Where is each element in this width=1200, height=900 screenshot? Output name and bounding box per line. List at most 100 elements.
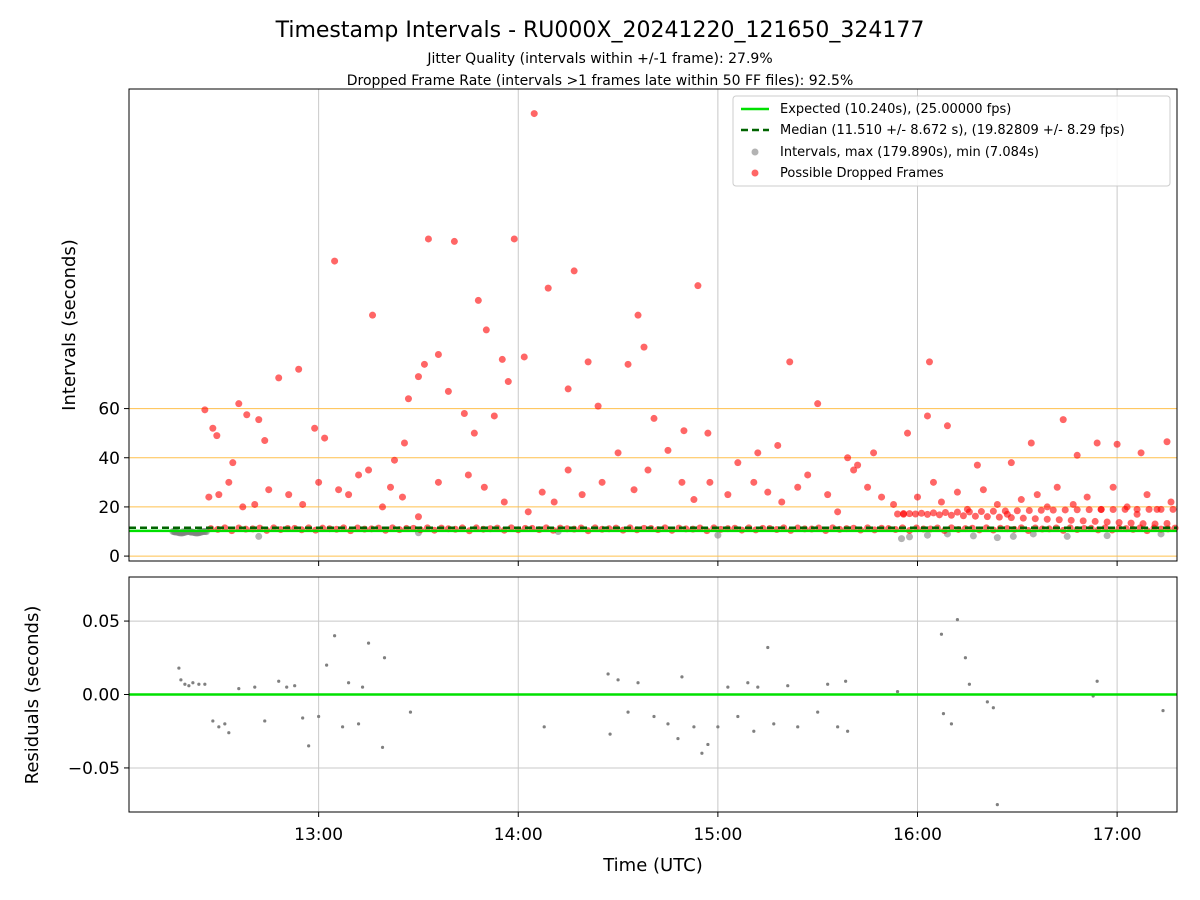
legend-box	[732, 95, 1171, 187]
dropped-point	[734, 459, 742, 467]
dropped-point	[1085, 506, 1093, 514]
interval-point	[1029, 530, 1037, 538]
dropped-point	[379, 503, 387, 511]
dropped-point	[365, 466, 373, 474]
residual-point	[356, 722, 361, 726]
dropped-point	[630, 486, 638, 494]
interval-point	[993, 534, 1001, 542]
residual-point	[985, 700, 989, 704]
dropped-point	[870, 449, 878, 457]
dropped-point	[959, 512, 967, 520]
residual-point	[380, 745, 385, 749]
x-axis-label: Time (UTC)	[602, 855, 703, 876]
bottom-y-tick-label: 0.05	[82, 612, 120, 632]
dropped-point	[1003, 510, 1011, 518]
interval-point	[898, 535, 906, 543]
legend-dropped-swatch	[751, 169, 759, 177]
bottom-panel-marks	[129, 617, 1177, 807]
residual-point	[941, 711, 946, 716]
dropped-point	[504, 378, 512, 386]
residual-point	[217, 725, 221, 729]
dropped-point	[201, 406, 209, 414]
dropped-point	[1143, 491, 1151, 499]
dropped-point	[724, 491, 732, 499]
residual-point	[187, 684, 191, 688]
residual-point	[676, 736, 680, 741]
interval-point	[1009, 532, 1017, 540]
dropped-point	[1133, 510, 1141, 518]
residual-point	[895, 689, 900, 694]
dropped-point	[1083, 493, 1091, 501]
top-panel-marks	[129, 110, 1179, 543]
residual-point	[955, 617, 960, 622]
dropped-point	[538, 488, 546, 496]
dropped-point	[690, 496, 698, 504]
dropped-point	[923, 412, 931, 420]
dropped-point	[530, 110, 538, 118]
residual-point	[179, 678, 183, 682]
dropped-point	[1101, 524, 1109, 532]
dropped-point	[864, 483, 872, 491]
dropped-point	[906, 510, 914, 518]
dropped-point	[834, 508, 842, 516]
residual-point	[692, 725, 696, 729]
dropped-point	[387, 483, 395, 491]
dropped-point	[1091, 517, 1099, 525]
dropped-point	[814, 400, 822, 408]
dropped-point	[1167, 498, 1175, 506]
residual-point	[203, 682, 207, 686]
chart-legend: Expected (10.240s), (25.00000 fps) Media…	[732, 95, 1171, 187]
bottom-y-tick-label: −0.05	[68, 759, 120, 779]
residual-point	[666, 722, 670, 726]
dropped-point	[295, 365, 303, 373]
residual-point	[197, 682, 201, 686]
dropped-point	[1037, 506, 1045, 514]
residual-point	[263, 719, 267, 723]
residual-point	[846, 729, 850, 733]
dropped-point	[704, 429, 712, 437]
dropped-point	[1017, 496, 1025, 504]
dropped-point	[1007, 459, 1015, 467]
dropped-point	[1055, 516, 1063, 524]
interval-point	[255, 532, 263, 540]
residual-point	[816, 710, 820, 714]
x-axis-ticks: 13:00 14:00 15:00 16:00 17:00	[294, 561, 1142, 845]
dropped-point	[614, 449, 622, 457]
residual-point	[967, 682, 971, 686]
dropped-point	[953, 488, 961, 496]
x-tick-label: 16:00	[893, 825, 942, 845]
dropped-point	[911, 510, 919, 518]
residual-point	[652, 714, 656, 719]
dropped-point	[1059, 416, 1067, 424]
dropped-point	[890, 500, 898, 508]
residual-point	[223, 722, 227, 726]
dropped-point	[1049, 506, 1057, 514]
dropped-point	[1093, 439, 1101, 447]
interval-point	[906, 533, 914, 541]
dropped-point	[935, 511, 943, 519]
dropped-point	[1073, 506, 1081, 514]
dropped-point	[953, 508, 961, 516]
dropped-point	[598, 478, 606, 486]
dropped-point	[404, 395, 412, 403]
dropped-point	[482, 326, 490, 334]
dropped-point	[221, 524, 229, 532]
dropped-point	[794, 483, 802, 491]
dropped-point	[904, 429, 912, 437]
dropped-point	[947, 511, 955, 519]
dropped-point	[878, 493, 886, 501]
dropped-point	[464, 471, 472, 479]
dropped-point	[824, 491, 832, 499]
dropped-point	[544, 284, 552, 292]
residual-point	[626, 710, 630, 714]
residual-point	[285, 685, 289, 689]
residual-point	[796, 725, 800, 729]
dropped-point	[943, 422, 951, 430]
top-y-tick-label: 40	[98, 449, 120, 469]
dropped-point	[1031, 515, 1039, 523]
dropped-point	[235, 400, 243, 408]
dropped-point	[434, 351, 442, 358]
top-panel-frame	[128, 88, 1178, 562]
dropped-point	[261, 437, 269, 445]
residual-point	[1095, 679, 1099, 683]
